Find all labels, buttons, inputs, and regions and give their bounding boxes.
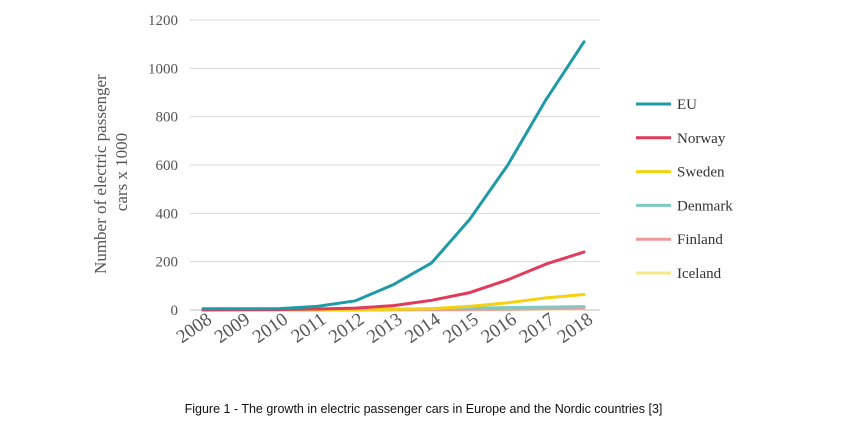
legend-label: Iceland — [677, 266, 722, 282]
x-tick-label: 2008 — [173, 309, 216, 348]
legend-label: EU — [677, 97, 697, 113]
x-tick-label: 2011 — [288, 309, 331, 348]
y-gridlines — [190, 19, 600, 311]
x-tick-label: 2017 — [516, 309, 559, 348]
legend-item-iceland: Iceland — [636, 266, 722, 282]
y-tick-label: 200 — [156, 255, 179, 271]
x-tick-label: 2018 — [554, 309, 597, 348]
x-tick-label: 2016 — [477, 309, 520, 348]
y-tick-label: 0 — [171, 303, 179, 319]
legend-label: Norway — [677, 131, 726, 147]
series-line-eu — [201, 40, 586, 311]
y-tick-label: 400 — [156, 206, 179, 222]
legend-item-sweden: Sweden — [636, 165, 725, 181]
x-tick-label: 2013 — [363, 309, 406, 348]
legend-label: Sweden — [677, 165, 725, 181]
y-tick-label: 1200 — [148, 13, 178, 29]
x-tick-labels: 2008200920102011201220132014201520162017… — [173, 309, 597, 348]
x-tick-label: 2015 — [439, 309, 482, 348]
x-tick-label: 2014 — [401, 309, 445, 348]
y-tick-labels: 0 200 400 600 800 1000 1200 — [148, 13, 178, 319]
series-lines — [201, 40, 586, 312]
x-tick-label: 2009 — [211, 309, 254, 348]
y-axis-label: Number of electric passenger cars x 1000 — [91, 70, 131, 274]
legend-label: Finland — [677, 232, 723, 248]
legend-item-denmark: Denmark — [636, 198, 733, 214]
legend-label: Denmark — [677, 198, 733, 214]
x-tick-label: 2010 — [249, 309, 292, 348]
x-tick-label: 2012 — [325, 309, 368, 348]
y-axis-label-line-1: Number of electric passenger — [91, 74, 110, 274]
figure-caption: Figure 1 - The growth in electric passen… — [184, 402, 663, 416]
y-tick-label: 1000 — [148, 61, 178, 77]
legend-item-finland: Finland — [636, 232, 723, 248]
legend: EU Norway Sweden Denmark Finland Iceland — [636, 97, 733, 282]
legend-item-eu: EU — [636, 97, 697, 113]
y-tick-label: 600 — [156, 158, 179, 174]
legend-item-norway: Norway — [636, 131, 726, 147]
y-tick-label: 800 — [156, 110, 179, 126]
y-axis-label-line-2: cars x 1000 — [112, 133, 131, 211]
